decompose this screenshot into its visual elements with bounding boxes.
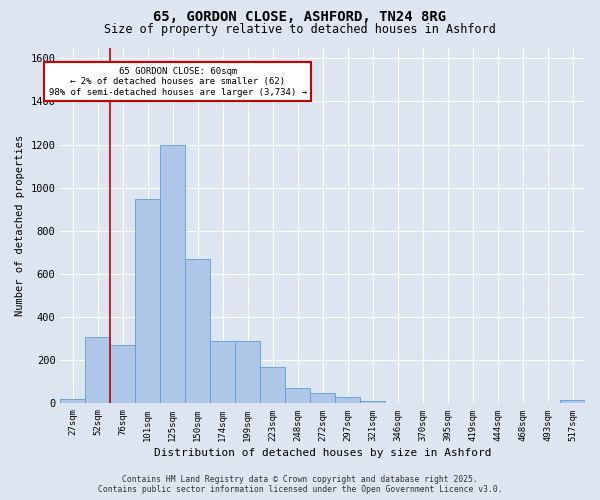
Text: Contains HM Land Registry data © Crown copyright and database right 2025.
Contai: Contains HM Land Registry data © Crown c… (98, 474, 502, 494)
Bar (510, 403, 535, 404)
Bar (535, 403, 560, 404)
Bar (85, 336, 110, 404)
Y-axis label: Number of detached properties: Number of detached properties (15, 135, 25, 316)
Bar (360, 402, 385, 404)
Bar (110, 345, 136, 404)
Bar (460, 403, 485, 404)
Bar (235, 341, 260, 404)
Text: 65, GORDON CLOSE, ASHFORD, TN24 8RG: 65, GORDON CLOSE, ASHFORD, TN24 8RG (154, 10, 446, 24)
Bar (285, 388, 310, 404)
Bar (185, 259, 210, 404)
Text: Size of property relative to detached houses in Ashford: Size of property relative to detached ho… (104, 22, 496, 36)
Bar (136, 198, 160, 404)
X-axis label: Distribution of detached houses by size in Ashford: Distribution of detached houses by size … (154, 448, 491, 458)
Bar (310, 392, 335, 404)
Bar (260, 367, 285, 404)
Bar (61, 399, 85, 404)
Bar (385, 402, 410, 404)
Bar (160, 144, 185, 404)
Bar (210, 341, 235, 404)
Bar (435, 402, 460, 404)
Bar (485, 403, 510, 404)
Bar (560, 400, 585, 404)
Bar (410, 402, 435, 404)
Bar (335, 397, 360, 404)
Text: 65 GORDON CLOSE: 60sqm
← 2% of detached houses are smaller (62)
98% of semi-deta: 65 GORDON CLOSE: 60sqm ← 2% of detached … (49, 67, 307, 96)
